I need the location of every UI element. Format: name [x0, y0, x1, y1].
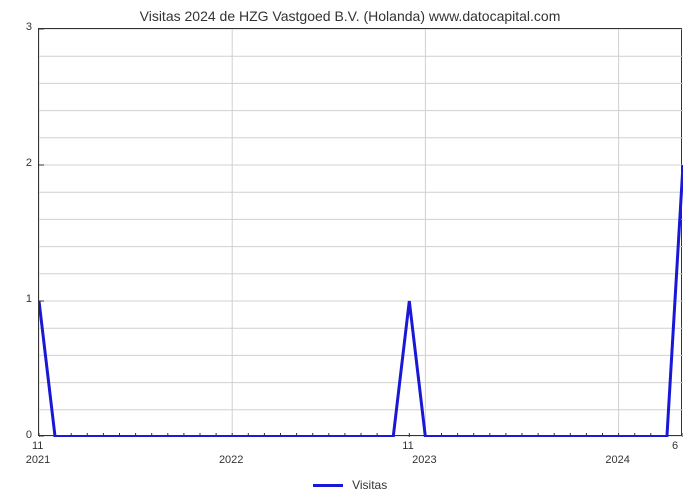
- data-point-label: 11: [32, 440, 43, 452]
- data-point-label: 6: [672, 440, 678, 452]
- y-tick-label: 3: [16, 21, 32, 33]
- plot-svg: [39, 29, 683, 437]
- y-tick-label: 1: [16, 293, 32, 305]
- plot-area: [38, 28, 682, 436]
- data-point-label: 11: [402, 440, 413, 452]
- x-tick-label: 2021: [18, 454, 58, 466]
- y-tick-label: 2: [16, 157, 32, 169]
- x-tick-label: 2022: [211, 454, 251, 466]
- legend: Visitas: [0, 478, 700, 492]
- chart-container: Visitas 2024 de HZG Vastgoed B.V. (Holan…: [0, 0, 700, 500]
- x-tick-label: 2024: [598, 454, 638, 466]
- legend-label: Visitas: [352, 478, 387, 492]
- y-tick-label: 0: [16, 429, 32, 441]
- legend-line: [313, 484, 343, 487]
- x-tick-label: 2023: [404, 454, 444, 466]
- chart-title: Visitas 2024 de HZG Vastgoed B.V. (Holan…: [0, 0, 700, 24]
